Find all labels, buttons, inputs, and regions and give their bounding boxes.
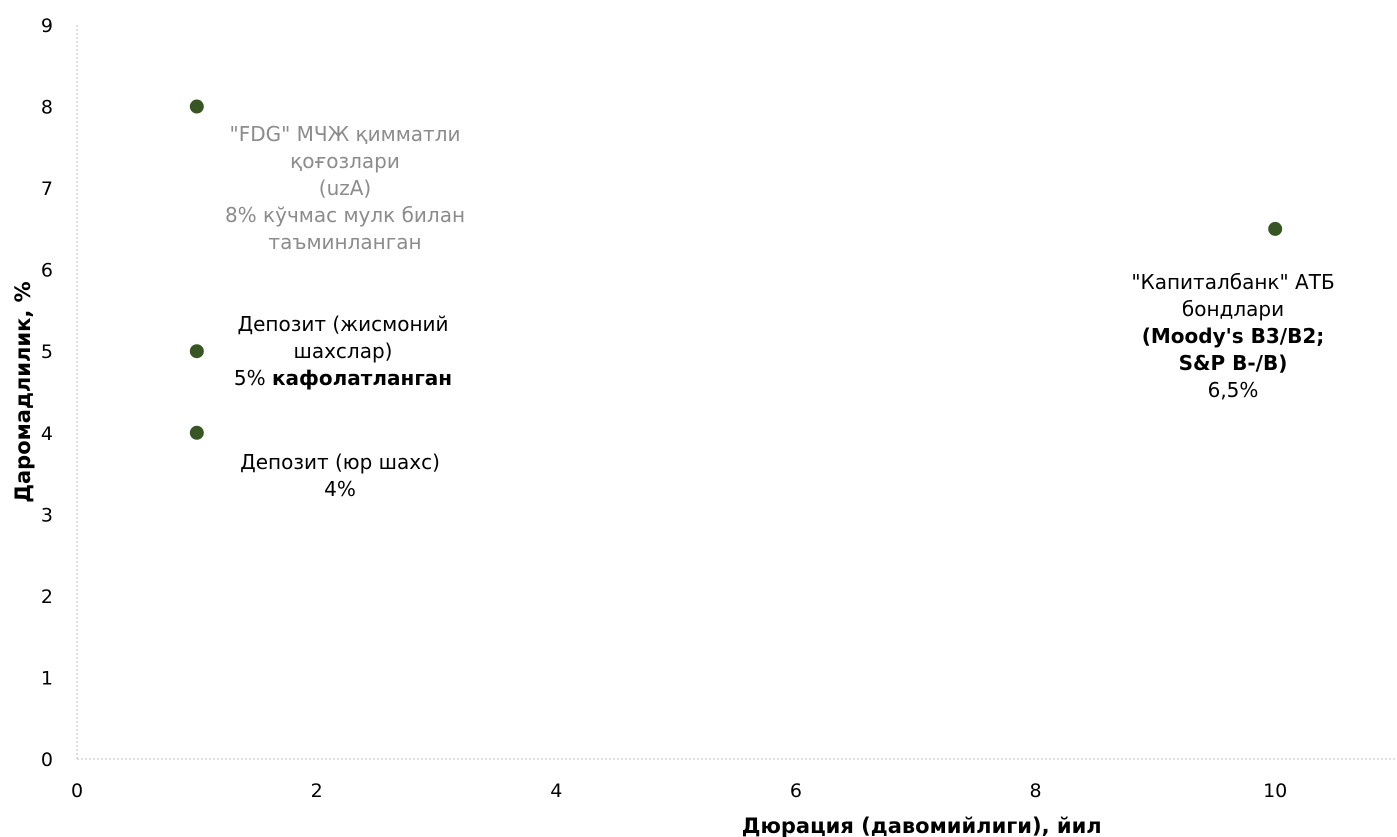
annotation-segment: таъминланган bbox=[268, 230, 421, 254]
annotation-line: таъминланган bbox=[268, 230, 421, 254]
annotation-segment: шахслар) bbox=[294, 339, 393, 363]
annotation-segment: Депозит (юр шахс) bbox=[240, 450, 440, 474]
y-tick-label: 9 bbox=[41, 15, 53, 37]
x-tick-labels: 0 2 4 6 8 10 bbox=[71, 780, 1287, 802]
annotation-line: Депозит (юр шахс) bbox=[240, 450, 440, 474]
annotation-segment: "Капиталбанк" АТБ bbox=[1131, 270, 1334, 294]
annotation-line: шахслар) bbox=[294, 339, 393, 363]
data-point bbox=[1268, 221, 1283, 236]
y-tick-label: 2 bbox=[41, 586, 53, 608]
annotation-line: (uzA) bbox=[319, 176, 371, 200]
axes: 0 2 4 6 8 10 0 1 2 3 4 5 6 7 8 9 bbox=[41, 15, 1395, 802]
point-annotation: "FDG" МЧЖ қимматли қоғозлари (uzA) 8% кўчма… bbox=[225, 122, 465, 254]
y-tick-label: 8 bbox=[41, 97, 53, 119]
data-point bbox=[189, 99, 204, 114]
annotation-segment: Депозит (жисмоний bbox=[237, 312, 448, 336]
y-axis-title: Даромадлилик, % bbox=[11, 281, 35, 502]
annotation-segment: 5% bbox=[234, 366, 272, 390]
x-tick-label: 0 bbox=[71, 780, 83, 802]
annotation-segment: 4% bbox=[324, 477, 356, 501]
annotation-segment: (uzA) bbox=[319, 176, 371, 200]
annotation-line: "FDG" МЧЖ қимматли bbox=[230, 122, 461, 146]
annotation-line: 4% bbox=[324, 477, 356, 501]
annotation-line: 6,5% bbox=[1208, 378, 1259, 402]
y-tick-label: 7 bbox=[41, 178, 53, 200]
annotation-line: қоғозлари bbox=[290, 149, 400, 173]
annotation-segment: қоғозлари bbox=[290, 149, 400, 173]
annotation-line: S&P B-/B) bbox=[1179, 351, 1288, 375]
x-tick-label: 2 bbox=[311, 780, 323, 802]
annotation-line: 8% кўчмас мулк билан bbox=[225, 203, 465, 227]
x-tick-label: 6 bbox=[790, 780, 802, 802]
annotation-segment: 8% кўчмас мулк билан bbox=[225, 203, 465, 227]
data-points bbox=[189, 99, 1283, 440]
annotation-segment: кафолатланган bbox=[272, 366, 452, 390]
x-axis-title: Дюрация (давомийлиги), йил bbox=[742, 814, 1102, 837]
y-tick-labels: 0 1 2 3 4 5 6 7 8 9 bbox=[41, 15, 53, 771]
point-annotation: Депозит (юр шахс) 4% bbox=[240, 450, 440, 501]
y-tick-label: 5 bbox=[41, 341, 53, 363]
data-point bbox=[189, 425, 204, 440]
y-tick-label: 0 bbox=[41, 749, 53, 771]
annotation-segment: бондлари bbox=[1182, 297, 1284, 321]
y-tick-label: 6 bbox=[41, 260, 53, 282]
x-tick-label: 8 bbox=[1029, 780, 1041, 802]
x-tick-label: 4 bbox=[550, 780, 562, 802]
annotation-segment: 6,5% bbox=[1208, 378, 1259, 402]
y-tick-label: 3 bbox=[41, 504, 53, 526]
y-tick-label: 1 bbox=[41, 667, 53, 689]
annotation-segment: "FDG" МЧЖ қимматли bbox=[230, 122, 461, 146]
data-point bbox=[189, 344, 204, 359]
annotation-segment: (Moody's B3/B2; bbox=[1142, 324, 1325, 348]
x-tick-label: 10 bbox=[1263, 780, 1287, 802]
annotation-line: бондлари bbox=[1182, 297, 1284, 321]
annotation-segment: S&P B-/B) bbox=[1179, 351, 1288, 375]
point-annotation: "Капиталбанк" АТБ бондлари (Moody's B3/B2;… bbox=[1131, 270, 1334, 402]
y-tick-label: 4 bbox=[41, 423, 53, 445]
point-annotations: "FDG" МЧЖ қимматли қоғозлари (uzA) 8% кўчма… bbox=[225, 122, 1335, 501]
annotation-line: (Moody's B3/B2; bbox=[1142, 324, 1325, 348]
annotation-line: 5% кафолатланган bbox=[234, 366, 452, 390]
annotation-line: "Капиталбанк" АТБ bbox=[1131, 270, 1334, 294]
annotation-line: Депозит (жисмоний bbox=[237, 312, 448, 336]
point-annotation: Депозит (жисмоний шахслар) 5% кафолатланга… bbox=[234, 312, 452, 390]
